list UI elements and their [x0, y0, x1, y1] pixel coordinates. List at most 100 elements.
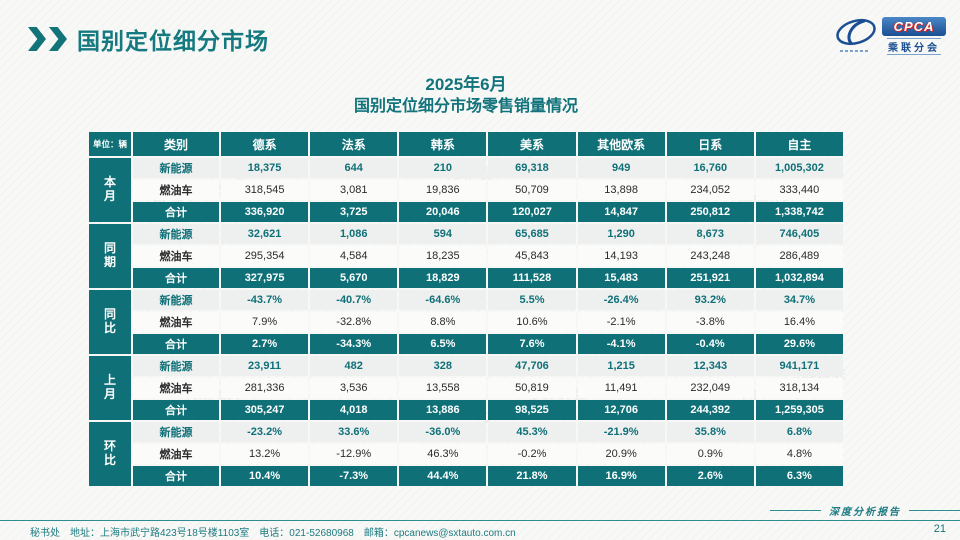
row-group-label-text: 同比 [103, 307, 116, 335]
category-cell: 合计 [133, 334, 219, 354]
row-group-label: 本月 [89, 158, 131, 222]
table-row: 燃油车 7.9% -32.8% 8.8% 10.6% -2.1% -3.8% 16.4% [89, 312, 843, 332]
value-cell: 6.5% [399, 334, 487, 354]
value-cell: -0.2% [488, 444, 576, 464]
value-cell: 234,052 [666, 180, 754, 200]
row-group-label-text: 环比 [103, 439, 116, 467]
value-cell: 305,247 [221, 400, 309, 420]
value-cell: 7.6% [488, 334, 576, 354]
value-cell: 3,081 [310, 180, 398, 200]
value-cell: 47,706 [488, 356, 576, 376]
value-cell: 34.7% [755, 290, 843, 310]
logo-acronym: CPCA [882, 17, 946, 36]
value-cell: 50,819 [488, 378, 576, 398]
value-cell: 20.9% [577, 444, 665, 464]
table-row: 合计 327,975 5,670 18,829 111,528 15,483 251,921… [89, 268, 843, 288]
column-header: 自主 [755, 132, 843, 156]
category-cell: 燃油车 [133, 246, 219, 266]
value-cell: 93.2% [666, 290, 754, 310]
value-cell: 318,134 [755, 378, 843, 398]
value-cell: -4.1% [577, 334, 665, 354]
row-group-label: 同期 [89, 224, 131, 288]
footer-report-label: 深度分析报告 [770, 503, 960, 518]
category-cell: 新能源 [133, 290, 219, 310]
value-cell: 8,673 [666, 224, 754, 244]
value-cell: 2.6% [666, 466, 754, 486]
value-cell: 35.8% [666, 422, 754, 442]
value-cell: -34.3% [310, 334, 398, 354]
category-cell: 新能源 [133, 356, 219, 376]
sales-table: 单位：辆 类别 德系 法系 韩系 美系 其他欧系 日系 自主 本月 新能源 18,3… [87, 130, 845, 488]
category-cell: 燃油车 [133, 444, 219, 464]
value-cell: 20,046 [399, 202, 487, 222]
column-header: 法系 [310, 132, 398, 156]
value-cell: 13,898 [577, 180, 665, 200]
value-cell: 333,440 [755, 180, 843, 200]
value-cell: -21.9% [577, 422, 665, 442]
category-cell: 燃油车 [133, 378, 219, 398]
logo-text-block: CPCA 乘联分会 [882, 17, 946, 55]
table-row: 燃油车 13.2% -12.9% 46.3% -0.2% 20.9% 0.9% 4.8% [89, 444, 843, 464]
column-header: 其他欧系 [577, 132, 665, 156]
value-cell: 16.9% [577, 466, 665, 486]
row-group-label: 环比 [89, 422, 131, 486]
value-cell: 250,812 [666, 202, 754, 222]
value-cell: 14,847 [577, 202, 665, 222]
value-cell: 13.2% [221, 444, 309, 464]
value-cell: 5,670 [310, 268, 398, 288]
column-header: 日系 [666, 132, 754, 156]
page-title: 国别定位细分市场 [77, 28, 269, 54]
page-number: 21 [933, 523, 946, 535]
value-cell: 2.7% [221, 334, 309, 354]
table-body: 本月 新能源 18,375 644 210 69,318 949 16,760 1,005,30… [89, 158, 843, 486]
table-row: 燃油车 295,354 4,584 18,235 45,843 14,193 243,248… [89, 246, 843, 266]
value-cell: 1,290 [577, 224, 665, 244]
footer-dash [770, 510, 821, 511]
table-row: 燃油车 318,545 3,081 19,836 50,709 13,898 234,052… [89, 180, 843, 200]
value-cell: 12,706 [577, 400, 665, 420]
value-cell: 210 [399, 158, 487, 178]
category-cell: 燃油车 [133, 312, 219, 332]
category-cell: 合计 [133, 466, 219, 486]
table-row: 合计 336,920 3,725 20,046 120,027 14,847 250,812… [89, 202, 843, 222]
category-cell: 新能源 [133, 158, 219, 178]
category-cell: 合计 [133, 400, 219, 420]
column-header: 美系 [488, 132, 576, 156]
value-cell: -23.2% [221, 422, 309, 442]
value-cell: 29.6% [755, 334, 843, 354]
footer-report-text: 深度分析报告 [829, 507, 901, 518]
category-cell: 合计 [133, 268, 219, 288]
header: 国别定位细分市场 [28, 22, 269, 56]
value-cell: 243,248 [666, 246, 754, 266]
cpca-logo-swoosh-icon [836, 18, 876, 52]
value-cell: 33.6% [310, 422, 398, 442]
value-cell: 21.8% [488, 466, 576, 486]
value-cell: -64.6% [399, 290, 487, 310]
value-cell: 941,171 [755, 356, 843, 376]
value-cell: 45.3% [488, 422, 576, 442]
value-cell: -32.8% [310, 312, 398, 332]
row-group-label-text: 上月 [103, 373, 116, 401]
value-cell: 13,558 [399, 378, 487, 398]
value-cell: 1,086 [310, 224, 398, 244]
value-cell: 746,405 [755, 224, 843, 244]
row-group-label-text: 同期 [103, 241, 116, 269]
row-group-label-text: 本月 [103, 175, 116, 203]
value-cell: 23,911 [221, 356, 309, 376]
value-cell: 120,027 [488, 202, 576, 222]
value-cell: 4,584 [310, 246, 398, 266]
value-cell: 251,921 [666, 268, 754, 288]
value-cell: 336,920 [221, 202, 309, 222]
value-cell: 328 [399, 356, 487, 376]
value-cell: 6.3% [755, 466, 843, 486]
logo-name: 乘联分会 [887, 38, 941, 55]
double-chevron-icon [28, 27, 67, 51]
table-title-line1: 2025年6月 [425, 75, 507, 94]
value-cell: 65,685 [488, 224, 576, 244]
table-title-line2: 国别定位细分市场零售销量情况 [353, 98, 578, 115]
table-row: 合计 305,247 4,018 13,886 98,525 12,706 244,392 1… [89, 400, 843, 420]
row-group-label: 同比 [89, 290, 131, 354]
value-cell: 12,343 [666, 356, 754, 376]
column-header: 韩系 [399, 132, 487, 156]
